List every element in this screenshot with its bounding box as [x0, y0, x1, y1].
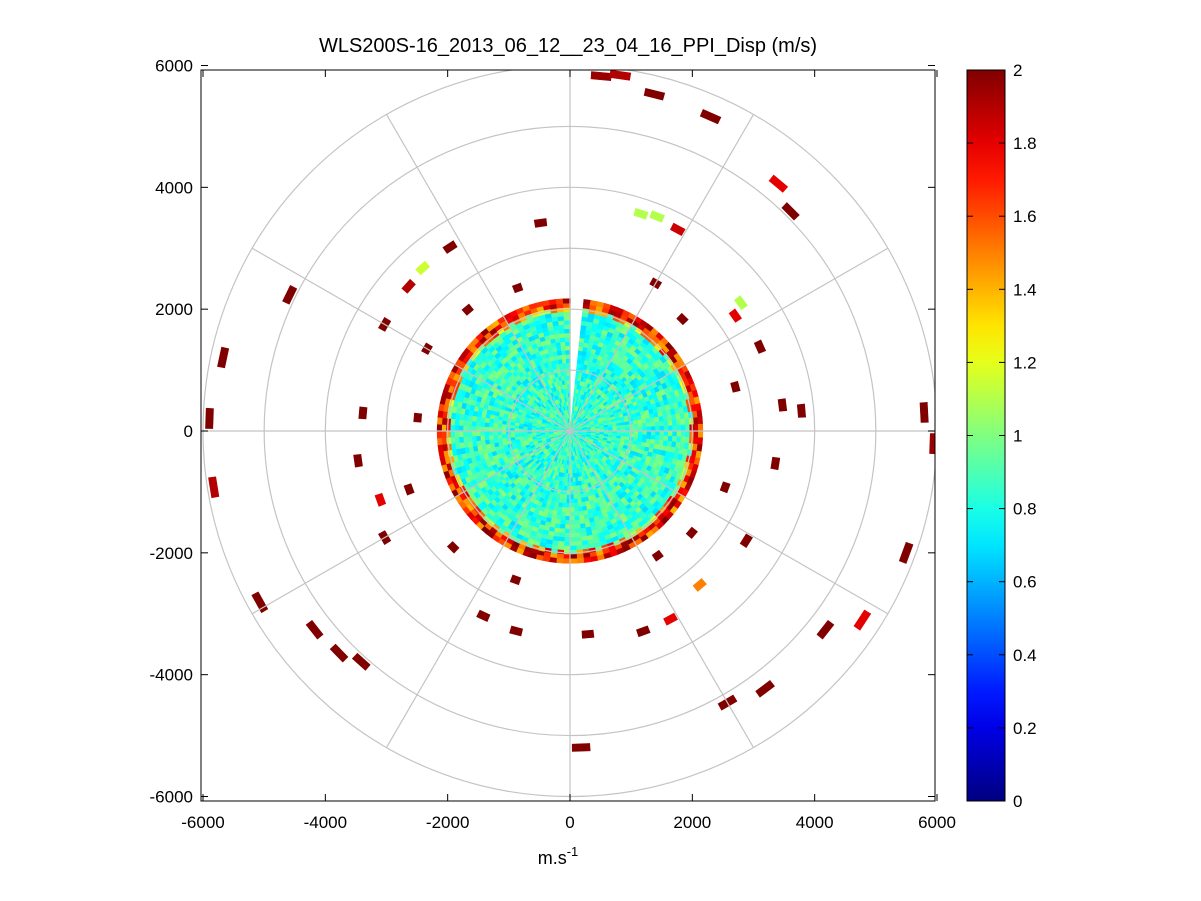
dense-cell	[582, 557, 592, 563]
colorbar-tick-label: 0.8	[1013, 500, 1037, 519]
scatter-segment	[413, 412, 423, 423]
x-tick-label: 6000	[918, 813, 956, 832]
y-tick-label: 2000	[155, 300, 193, 319]
dense-cell	[563, 541, 571, 547]
x-tick-label: 4000	[796, 813, 834, 832]
dense-cell	[668, 430, 674, 438]
x-tick-label: -4000	[304, 813, 347, 832]
x-tick-label: 0	[565, 813, 574, 832]
colorbar-tick-label: 1.2	[1013, 353, 1037, 372]
dense-cell	[672, 430, 678, 438]
colorbar-tick-label: 2	[1013, 61, 1022, 80]
dense-cell	[563, 532, 571, 539]
chart-title: WLS200S-16_2013_06_12__23_04_16_PPI_Disp…	[319, 35, 817, 57]
dense-cell	[562, 558, 571, 564]
scatter-segment	[353, 454, 363, 468]
colorbar-tick-label: 0.6	[1013, 573, 1037, 592]
dense-cell	[696, 409, 703, 419]
colorbar-tick-label: 1	[1013, 427, 1022, 446]
dense-cell	[436, 436, 443, 446]
dense-cell	[562, 554, 571, 560]
dense-cell	[697, 430, 704, 439]
dense-cell	[697, 416, 704, 426]
dense-cell	[458, 424, 464, 432]
colorbar-tick-label: 1.4	[1013, 280, 1037, 299]
scatter-segment	[581, 629, 595, 639]
colorbar-tick-label: 1.6	[1013, 207, 1037, 226]
dense-cell	[697, 423, 704, 432]
y-tick-label: -6000	[150, 788, 193, 807]
dense-cell	[453, 424, 460, 432]
dense-cell	[437, 443, 444, 453]
dense-cell	[462, 424, 468, 432]
dense-cell	[436, 423, 443, 432]
scatter-segment	[919, 402, 929, 423]
y-tick-label: -2000	[150, 544, 193, 563]
dense-cell	[562, 545, 571, 551]
dense-cell	[562, 298, 571, 304]
scatter-segment	[796, 403, 807, 418]
dense-cell	[441, 423, 447, 432]
dense-cell	[548, 299, 558, 305]
dense-cell	[436, 430, 443, 439]
scatter-segment	[571, 743, 591, 752]
dense-cell	[575, 557, 585, 564]
colorbar-tick-label: 1.8	[1013, 134, 1037, 153]
x-axis-label: m.s-1	[538, 844, 579, 868]
dense-cell	[449, 424, 455, 432]
colorbar-tick-label: 0	[1013, 792, 1022, 811]
dense-cell	[693, 430, 699, 439]
dense-cell	[569, 554, 578, 560]
dense-cell	[466, 424, 472, 432]
x-tick-label: -2000	[426, 813, 469, 832]
x-tick-label: -6000	[181, 813, 224, 832]
colorbar-tick-label: 0.4	[1013, 646, 1037, 665]
dense-cell	[555, 298, 565, 305]
y-tick-label: 4000	[155, 178, 193, 197]
scatter-segment	[929, 433, 935, 455]
x-tick-label: 2000	[673, 813, 711, 832]
dense-cell	[563, 537, 571, 543]
dense-cell	[562, 302, 571, 308]
scatter-segment	[777, 398, 788, 412]
data-layer	[205, 70, 935, 752]
dense-cell	[563, 528, 571, 534]
y-tick-label: -4000	[150, 666, 193, 685]
dense-cell	[680, 430, 687, 438]
colorbar-tick-label: 0.2	[1013, 719, 1037, 738]
scatter-segment	[358, 406, 368, 420]
y-tick-label: 6000	[155, 57, 193, 76]
scatter-segment	[205, 407, 214, 429]
dense-cell	[441, 430, 447, 439]
scatter-segment	[770, 456, 781, 471]
y-tick-label: 0	[184, 422, 193, 441]
dense-cell	[685, 430, 691, 438]
dense-cell	[693, 423, 699, 432]
scatter-segment	[533, 218, 548, 228]
dense-cell	[676, 430, 682, 438]
dense-cell	[569, 558, 578, 564]
scatter-segment	[590, 71, 612, 81]
